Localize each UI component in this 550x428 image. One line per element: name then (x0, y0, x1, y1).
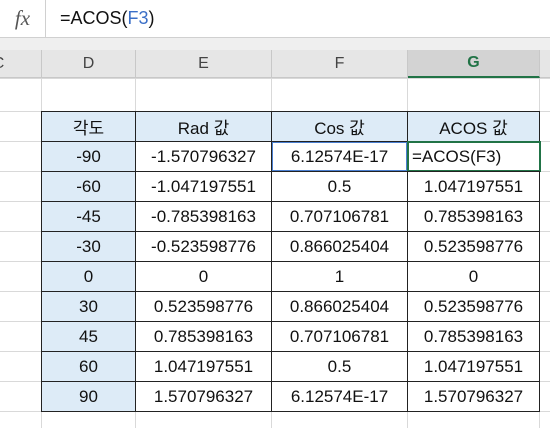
formula-reference: F3 (127, 8, 149, 28)
table-cell[interactable]: -0.785398163 (135, 201, 272, 232)
table-cell[interactable]: 0.866025404 (271, 231, 408, 262)
table-cell[interactable]: -1.047197551 (135, 171, 272, 202)
formula-text[interactable]: =ACOS(F3) (60, 0, 155, 37)
table-cell[interactable]: 1.570796327 (407, 381, 540, 412)
table-header-cell[interactable]: Rad 값 (135, 111, 272, 142)
table-cell[interactable]: 0.866025404 (271, 291, 408, 322)
column-header[interactable]: D (42, 50, 136, 78)
table-cell[interactable]: 1.047197551 (407, 351, 540, 382)
active-cell-border (407, 141, 541, 172)
table-cell[interactable]: 0 (135, 261, 272, 292)
table-cell[interactable]: -1.570796327 (135, 141, 272, 172)
table-cell[interactable]: 0.523598776 (135, 291, 272, 322)
table-cell[interactable]: 6.12574E-17 (271, 141, 408, 172)
column-header[interactable]: G (408, 50, 540, 78)
table-cell[interactable]: 30 (41, 291, 136, 322)
table-cell[interactable]: 60 (41, 351, 136, 382)
table-cell[interactable]: 0.523598776 (407, 231, 540, 262)
column-header[interactable]: C (0, 50, 42, 78)
table-cell[interactable]: 1.047197551 (407, 171, 540, 202)
table-cell[interactable]: 6.12574E-17 (271, 381, 408, 412)
table-cell[interactable]: 0.785398163 (135, 321, 272, 352)
table-cell[interactable]: 0.5 (271, 351, 408, 382)
table-header-cell[interactable]: 각도 (41, 111, 136, 142)
reference-highlight (272, 142, 407, 171)
table-cell[interactable]: 0 (407, 261, 540, 292)
table-cell[interactable]: 0.707106781 (271, 321, 408, 352)
table-cell[interactable]: 0 (41, 261, 136, 292)
formula-part: ) (148, 8, 155, 28)
table-cell[interactable]: 1.047197551 (135, 351, 272, 382)
grid-line (0, 78, 550, 79)
column-header[interactable] (540, 50, 550, 78)
table-cell[interactable]: 45 (41, 321, 136, 352)
table-cell[interactable]: 90 (41, 381, 136, 412)
table-cell[interactable]: -30 (41, 231, 136, 262)
table-cell[interactable]: 0.5 (271, 171, 408, 202)
table-cell[interactable]: -60 (41, 171, 136, 202)
table-cell[interactable]: 0.785398163 (407, 201, 540, 232)
toolbar-gap (0, 38, 550, 50)
table-cell[interactable]: 0.785398163 (407, 321, 540, 352)
table-cell[interactable]: -90 (41, 141, 136, 172)
table-header-cell[interactable]: ACOS 값 (407, 111, 540, 142)
table-cell[interactable]: 0.523598776 (407, 291, 540, 322)
table-cell[interactable]: -0.523598776 (135, 231, 272, 262)
table-cell[interactable]: 0.707106781 (271, 201, 408, 232)
table-cell[interactable]: -45 (41, 201, 136, 232)
fx-icon[interactable]: fx (0, 0, 46, 37)
table-cell[interactable]: 1 (271, 261, 408, 292)
column-header[interactable]: F (272, 50, 408, 78)
table-header-cell[interactable]: Cos 값 (271, 111, 408, 142)
column-header[interactable]: E (136, 50, 272, 78)
table-cell[interactable]: 1.570796327 (135, 381, 272, 412)
formula-bar: fx =ACOS(F3) (0, 0, 550, 38)
table-cell[interactable]: =ACOS(F3) (407, 141, 540, 172)
formula-part: =ACOS( (60, 8, 128, 28)
